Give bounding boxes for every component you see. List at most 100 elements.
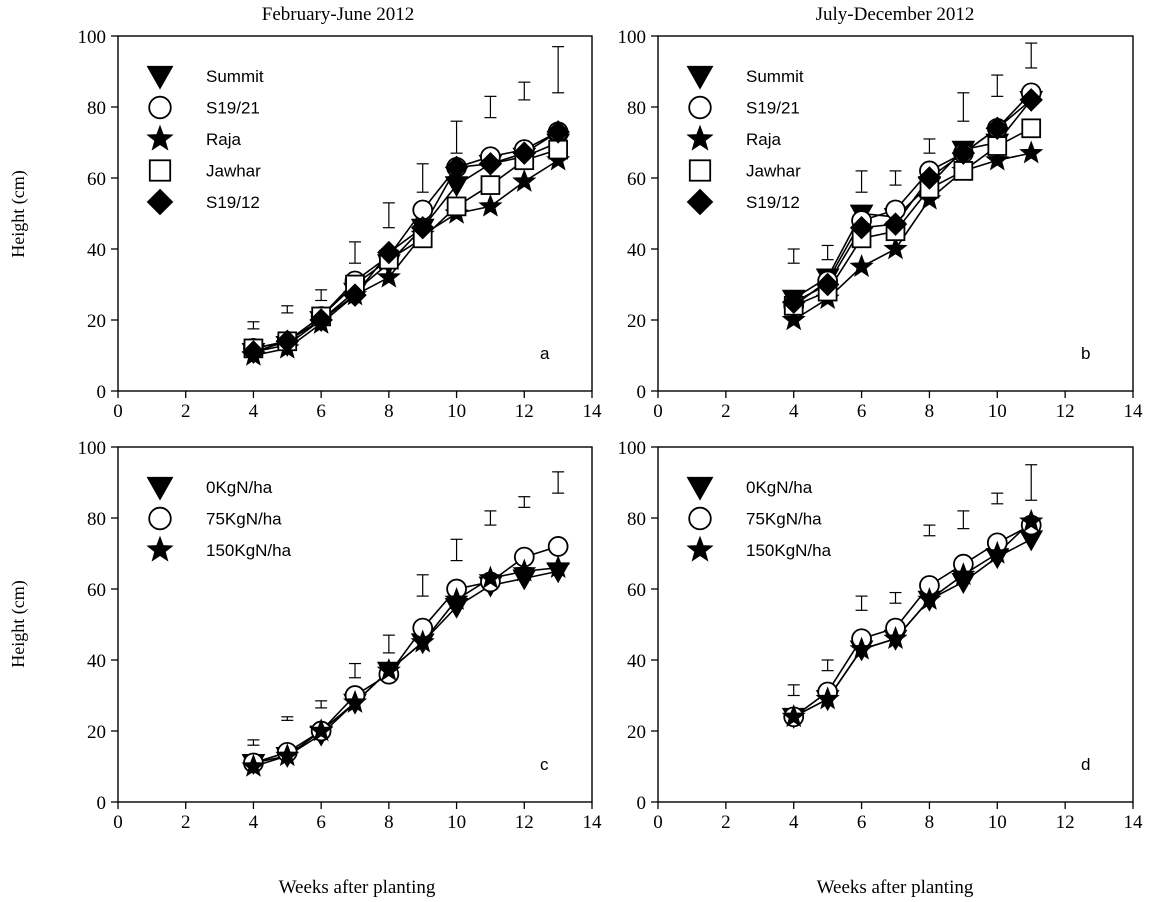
x-tick-label: 12: [1056, 401, 1075, 422]
data-point: [241, 340, 266, 364]
x-tick-label: 2: [721, 401, 731, 422]
data-point: [478, 152, 503, 176]
panel-c: 0 2 4 6 8 10 12 14 0 20 40 60 80 100 0KgN/ha 75KgN/ha 15…: [78, 438, 603, 833]
legend-label: S19/12: [746, 193, 800, 212]
x-tick-label: 0: [653, 812, 663, 833]
x-tick-label: 6: [857, 401, 867, 422]
panel-letter: d: [1081, 755, 1090, 774]
data-point: [343, 283, 367, 307]
data-point: [376, 264, 401, 288]
data-point: [410, 215, 435, 240]
y-tick-label: 40: [87, 651, 106, 672]
series-line: [253, 570, 559, 764]
y-tick-label: 60: [87, 169, 106, 190]
series-line: [253, 159, 559, 357]
legend-marker: [146, 535, 174, 562]
x-tick-label: 14: [1124, 401, 1144, 422]
legend-marker: [688, 95, 712, 120]
series-line: [253, 141, 559, 353]
data-point: [410, 629, 435, 653]
plot-frame: [657, 35, 1134, 392]
legend-marker: [146, 124, 174, 151]
data-point: [815, 686, 840, 710]
data-point: [480, 175, 501, 195]
legend-label: 150KgN/ha: [746, 541, 832, 560]
series-line: [253, 566, 559, 768]
x-tick-label: 12: [515, 812, 534, 833]
legend-label: 75KgN/ha: [206, 510, 282, 529]
y-tick-label: 0: [97, 382, 107, 403]
x-tick-label: 8: [925, 401, 935, 422]
y-tick-label: 80: [627, 509, 646, 530]
data-point: [478, 193, 503, 217]
panel-b: 0 2 4 6 8 10 12 14 0 20 40 60 80 100 Summit S19/21 Raja J…: [618, 27, 1144, 422]
panel-letter: b: [1081, 344, 1090, 363]
data-point: [1019, 508, 1044, 532]
legend-label: Jawhar: [746, 162, 801, 181]
x-tick-label: 12: [1056, 812, 1075, 833]
x-tick-label: 0: [113, 401, 123, 422]
legend-marker: [148, 506, 172, 531]
data-point: [917, 586, 942, 610]
series-line: [253, 545, 559, 764]
data-point: [275, 329, 300, 354]
panel-d: 0 2 4 6 8 10 12 14 0 20 40 60 80 100 0KgN/ha 75KgN/ha 15…: [618, 438, 1144, 833]
panel-a: 0 2 4 6 8 10 12 14 0 20 40 60 80 100 Summit S19/21 Raja J…: [78, 27, 603, 422]
data-point: [478, 565, 503, 589]
y-tick-label: 80: [87, 509, 106, 530]
data-point: [781, 704, 806, 728]
legend-label: Jawhar: [206, 162, 261, 181]
y-tick-label: 20: [87, 311, 106, 332]
data-point: [546, 555, 571, 578]
legend-marker: [148, 159, 172, 182]
y-tick-label: 0: [97, 793, 107, 814]
data-point: [512, 141, 537, 165]
legend-marker: [686, 124, 714, 151]
x-tick-label: 14: [583, 401, 603, 422]
y-axis-label-top: Height (cm): [8, 170, 29, 257]
legend-label: 150KgN/ha: [206, 541, 292, 560]
data-point: [1021, 118, 1042, 139]
data-point: [546, 120, 570, 144]
data-point: [781, 290, 806, 314]
x-tick-label: 8: [384, 812, 394, 833]
x-tick-label: 6: [857, 812, 867, 833]
data-point: [376, 657, 401, 681]
y-tick-label: 20: [627, 311, 646, 332]
data-point: [512, 168, 537, 192]
plot-frame: [117, 35, 593, 392]
x-tick-label: 14: [1124, 812, 1144, 833]
x-tick-label: 4: [789, 401, 799, 422]
y-tick-label: 100: [618, 27, 647, 48]
data-point: [951, 562, 976, 586]
column-title-left: February-June 2012: [262, 4, 415, 25]
y-tick-label: 40: [87, 240, 106, 261]
y-tick-label: 40: [627, 240, 646, 261]
data-point: [849, 215, 874, 240]
series-line: [253, 148, 559, 350]
x-tick-label: 10: [447, 401, 466, 422]
y-tick-label: 80: [87, 98, 106, 119]
y-tick-label: 60: [87, 580, 106, 601]
legend-label: 75KgN/ha: [746, 510, 822, 529]
data-point: [815, 272, 840, 297]
data-point: [444, 586, 469, 610]
legend-label: S19/21: [206, 99, 260, 118]
x-tick-label: 6: [316, 812, 326, 833]
legend-marker: [686, 65, 714, 90]
legend-label: S19/12: [206, 193, 260, 212]
legend-marker: [148, 95, 172, 120]
x-tick-label: 14: [583, 812, 603, 833]
data-point: [849, 636, 874, 660]
y-tick-label: 20: [627, 722, 646, 743]
data-point: [275, 743, 300, 767]
data-point: [241, 753, 266, 777]
legend-label: 0KgN/ha: [746, 478, 813, 497]
x-tick-label: 8: [384, 401, 394, 422]
legend-marker: [688, 506, 712, 531]
x-tick-label: 0: [113, 812, 123, 833]
legend-marker: [686, 535, 714, 562]
y-tick-label: 80: [627, 98, 646, 119]
legend-marker: [146, 65, 174, 90]
